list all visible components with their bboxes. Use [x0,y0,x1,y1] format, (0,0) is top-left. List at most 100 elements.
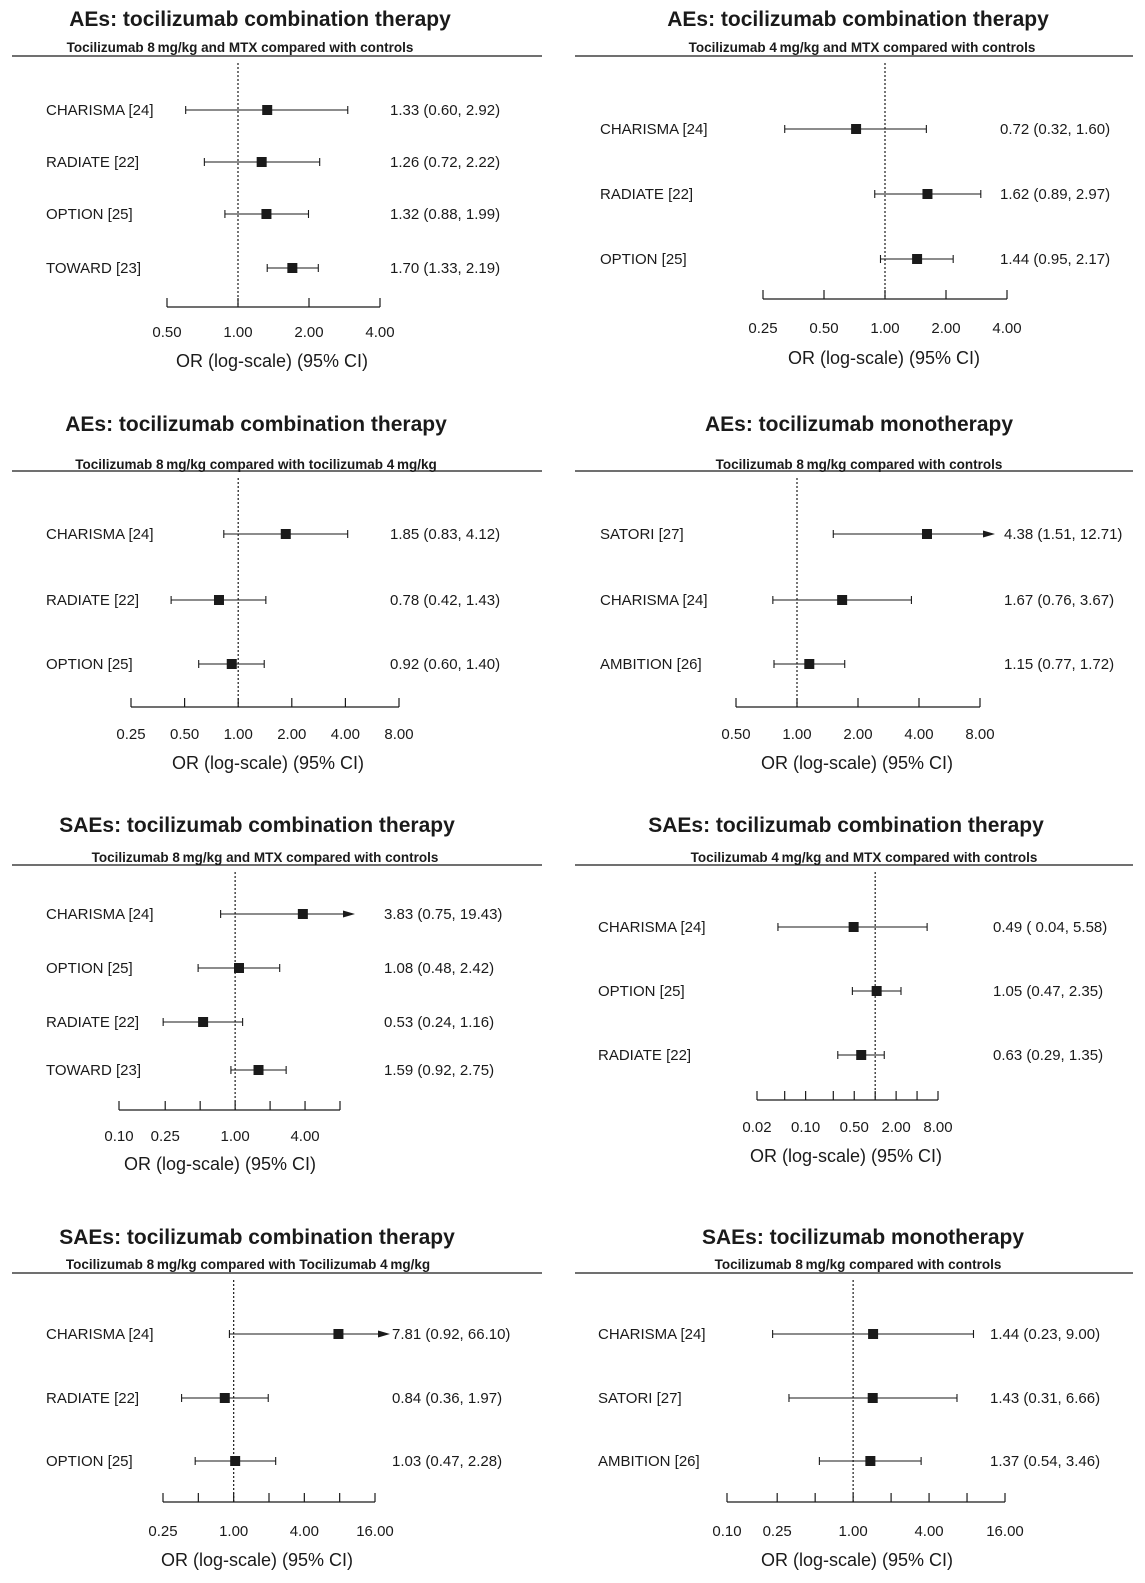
study-name: RADIATE [22] [598,1047,691,1064]
study-row: CHARISMA [24] 0.72 (0.32, 1.60) [600,121,1110,138]
point-estimate [287,263,298,273]
study-name: OPTION [25] [600,251,687,268]
study-name: OPTION [25] [46,960,133,977]
point-estimate [226,659,237,669]
chart-subtitle: Tocilizumab 4 mg/kg and MTX compared wit… [691,850,1038,865]
study-row: RADIATE [22] 0.63 (0.29, 1.35) [598,1047,1103,1064]
point-estimate [256,157,267,167]
study-row: OPTION [25] 1.08 (0.48, 2.42) [46,960,494,977]
point-estimate [871,986,882,996]
study-row: RADIATE [22] 1.26 (0.72, 2.22) [46,154,500,171]
point-estimate [921,529,932,539]
point-estimate [297,909,308,919]
study-row: RADIATE [22] 0.78 (0.42, 1.43) [46,592,500,609]
study-row: OPTION [25] 1.05 (0.47, 2.35) [598,983,1103,1000]
point-estimate [837,595,848,605]
tick-label: 0.10 [104,1128,133,1145]
study-name: OPTION [25] [46,1453,133,1470]
effect-label: 0.84 (0.36, 1.97) [392,1390,502,1407]
study-name: RADIATE [22] [600,186,693,203]
effect-label: 4.38 (1.51, 12.71) [1004,526,1122,543]
study-name: CHARISMA [24] [600,121,708,138]
effect-label: 1.44 (0.23, 9.00) [990,1326,1100,1343]
point-estimate [804,659,815,669]
point-estimate [230,1456,241,1466]
point-estimate [333,1329,344,1339]
effect-label: 1.08 (0.48, 2.42) [384,960,494,977]
chart-title: AEs: tocilizumab combination therapy [667,8,1049,31]
tick-label: 0.10 [712,1523,741,1540]
tick-label: 0.25 [148,1523,177,1540]
chart-subtitle: Tocilizumab 8 mg/kg and MTX compared wit… [67,40,414,55]
study-row: TOWARD [23] 1.70 (1.33, 2.19) [46,260,500,277]
chart-title: SAEs: tocilizumab combination therapy [648,814,1044,837]
effect-label: 1.15 (0.77, 1.72) [1004,656,1114,673]
tick-label: 8.00 [384,726,413,743]
tick-label: 0.50 [840,1119,869,1136]
x-axis: 0.25 0.50 1.00 2.00 4.00 8.00 OR (log-scale) (… [116,698,414,773]
x-axis: 0.50 1.00 2.00 4.00 OR (log-scale) (95% CI) [152,298,395,371]
study-name: SATORI [27] [598,1390,682,1407]
tick-label: 1.00 [219,1523,248,1540]
tick-label: 1.00 [224,726,253,743]
point-estimate [213,595,224,605]
chart-subtitle: Tocilizumab 8 mg/kg compared with contro… [716,457,1003,472]
forest-plot-2: AEs: tocilizumab combination therapy Toci… [575,8,1133,368]
tick-label: 4.00 [290,1128,319,1145]
effect-label: 1.32 (0.88, 1.99) [390,206,500,223]
tick-label: 8.00 [965,726,994,743]
study-name: AMBITION [26] [598,1453,700,1470]
point-estimate [848,922,859,932]
point-estimate [219,1393,230,1403]
study-name: CHARISMA [24] [598,919,706,936]
forest-plot-1: AEs: tocilizumab combination therapy Toci… [12,8,542,371]
study-name: RADIATE [22] [46,1390,139,1407]
chart-subtitle: Tocilizumab 8 mg/kg and MTX compared wit… [92,850,439,865]
study-row: CHARISMA [24] 1.85 (0.83, 4.12) [46,526,500,543]
point-estimate [262,105,273,115]
forest-plot-7: SAEs: tocilizumab combination therapy Toc… [12,1226,542,1570]
tick-label: 0.50 [170,726,199,743]
chart-subtitle: Tocilizumab 8 mg/kg compared with contro… [715,1257,1002,1272]
ci-arrow [343,910,355,918]
tick-label: 1.00 [870,320,899,337]
point-estimate [198,1017,209,1027]
study-name: RADIATE [22] [46,154,139,171]
point-estimate [912,254,923,264]
effect-label: 1.43 (0.31, 6.66) [990,1390,1100,1407]
chart-subtitle: Tocilizumab 8 mg/kg compared with Tocili… [66,1257,430,1272]
effect-label: 1.59 (0.92, 2.75) [384,1062,494,1079]
tick-label: 4.00 [331,726,360,743]
study-row: OPTION [25] 0.92 (0.60, 1.40) [46,656,500,673]
tick-label: 2.00 [277,726,306,743]
effect-label: 0.49 ( 0.04, 5.58) [993,919,1107,936]
study-row: SATORI [27] 1.43 (0.31, 6.66) [598,1390,1100,1407]
chart-title: SAEs: tocilizumab monotherapy [702,1226,1024,1249]
study-name: AMBITION [26] [600,656,702,673]
tick-label: 1.00 [223,324,252,341]
tick-label: 2.00 [294,324,323,341]
effect-label: 1.70 (1.33, 2.19) [390,260,500,277]
study-row: OPTION [25] 1.44 (0.95, 2.17) [600,251,1110,268]
tick-label: 0.25 [748,320,777,337]
effect-label: 0.53 (0.24, 1.16) [384,1014,494,1031]
tick-label: 0.50 [152,324,181,341]
x-axis-label: OR (log-scale) (95% CI) [761,1550,953,1570]
x-axis: 0.02 0.10 0.50 2.00 8.00 OR (log-scale) (95% … [742,1091,953,1166]
study-name: TOWARD [23] [46,1062,141,1079]
forest-plot-5: SAEs: tocilizumab combination therapy Toc… [12,814,542,1174]
effect-label: 0.78 (0.42, 1.43) [390,592,500,609]
tick-label: 4.00 [914,1523,943,1540]
tick-label: 0.25 [763,1523,792,1540]
study-row: CHARISMA [24] 1.67 (0.76, 3.67) [600,592,1114,609]
study-row: AMBITION [26] 1.15 (0.77, 1.72) [600,656,1114,673]
effect-label: 1.44 (0.95, 2.17) [1000,251,1110,268]
x-axis-label: OR (log-scale) (95% CI) [788,348,980,368]
chart-title: SAEs: tocilizumab combination therapy [59,1226,455,1249]
study-name: RADIATE [22] [46,1014,139,1031]
x-axis: 0.25 0.50 1.00 2.00 4.00 OR (log-scale) (95% … [748,290,1022,368]
chart-title: AEs: tocilizumab combination therapy [65,413,447,436]
point-estimate [280,529,291,539]
tick-label: 1.00 [221,1128,250,1145]
x-axis: 0.50 1.00 2.00 4.00 8.00 OR (log-scale) (95% … [721,698,995,773]
